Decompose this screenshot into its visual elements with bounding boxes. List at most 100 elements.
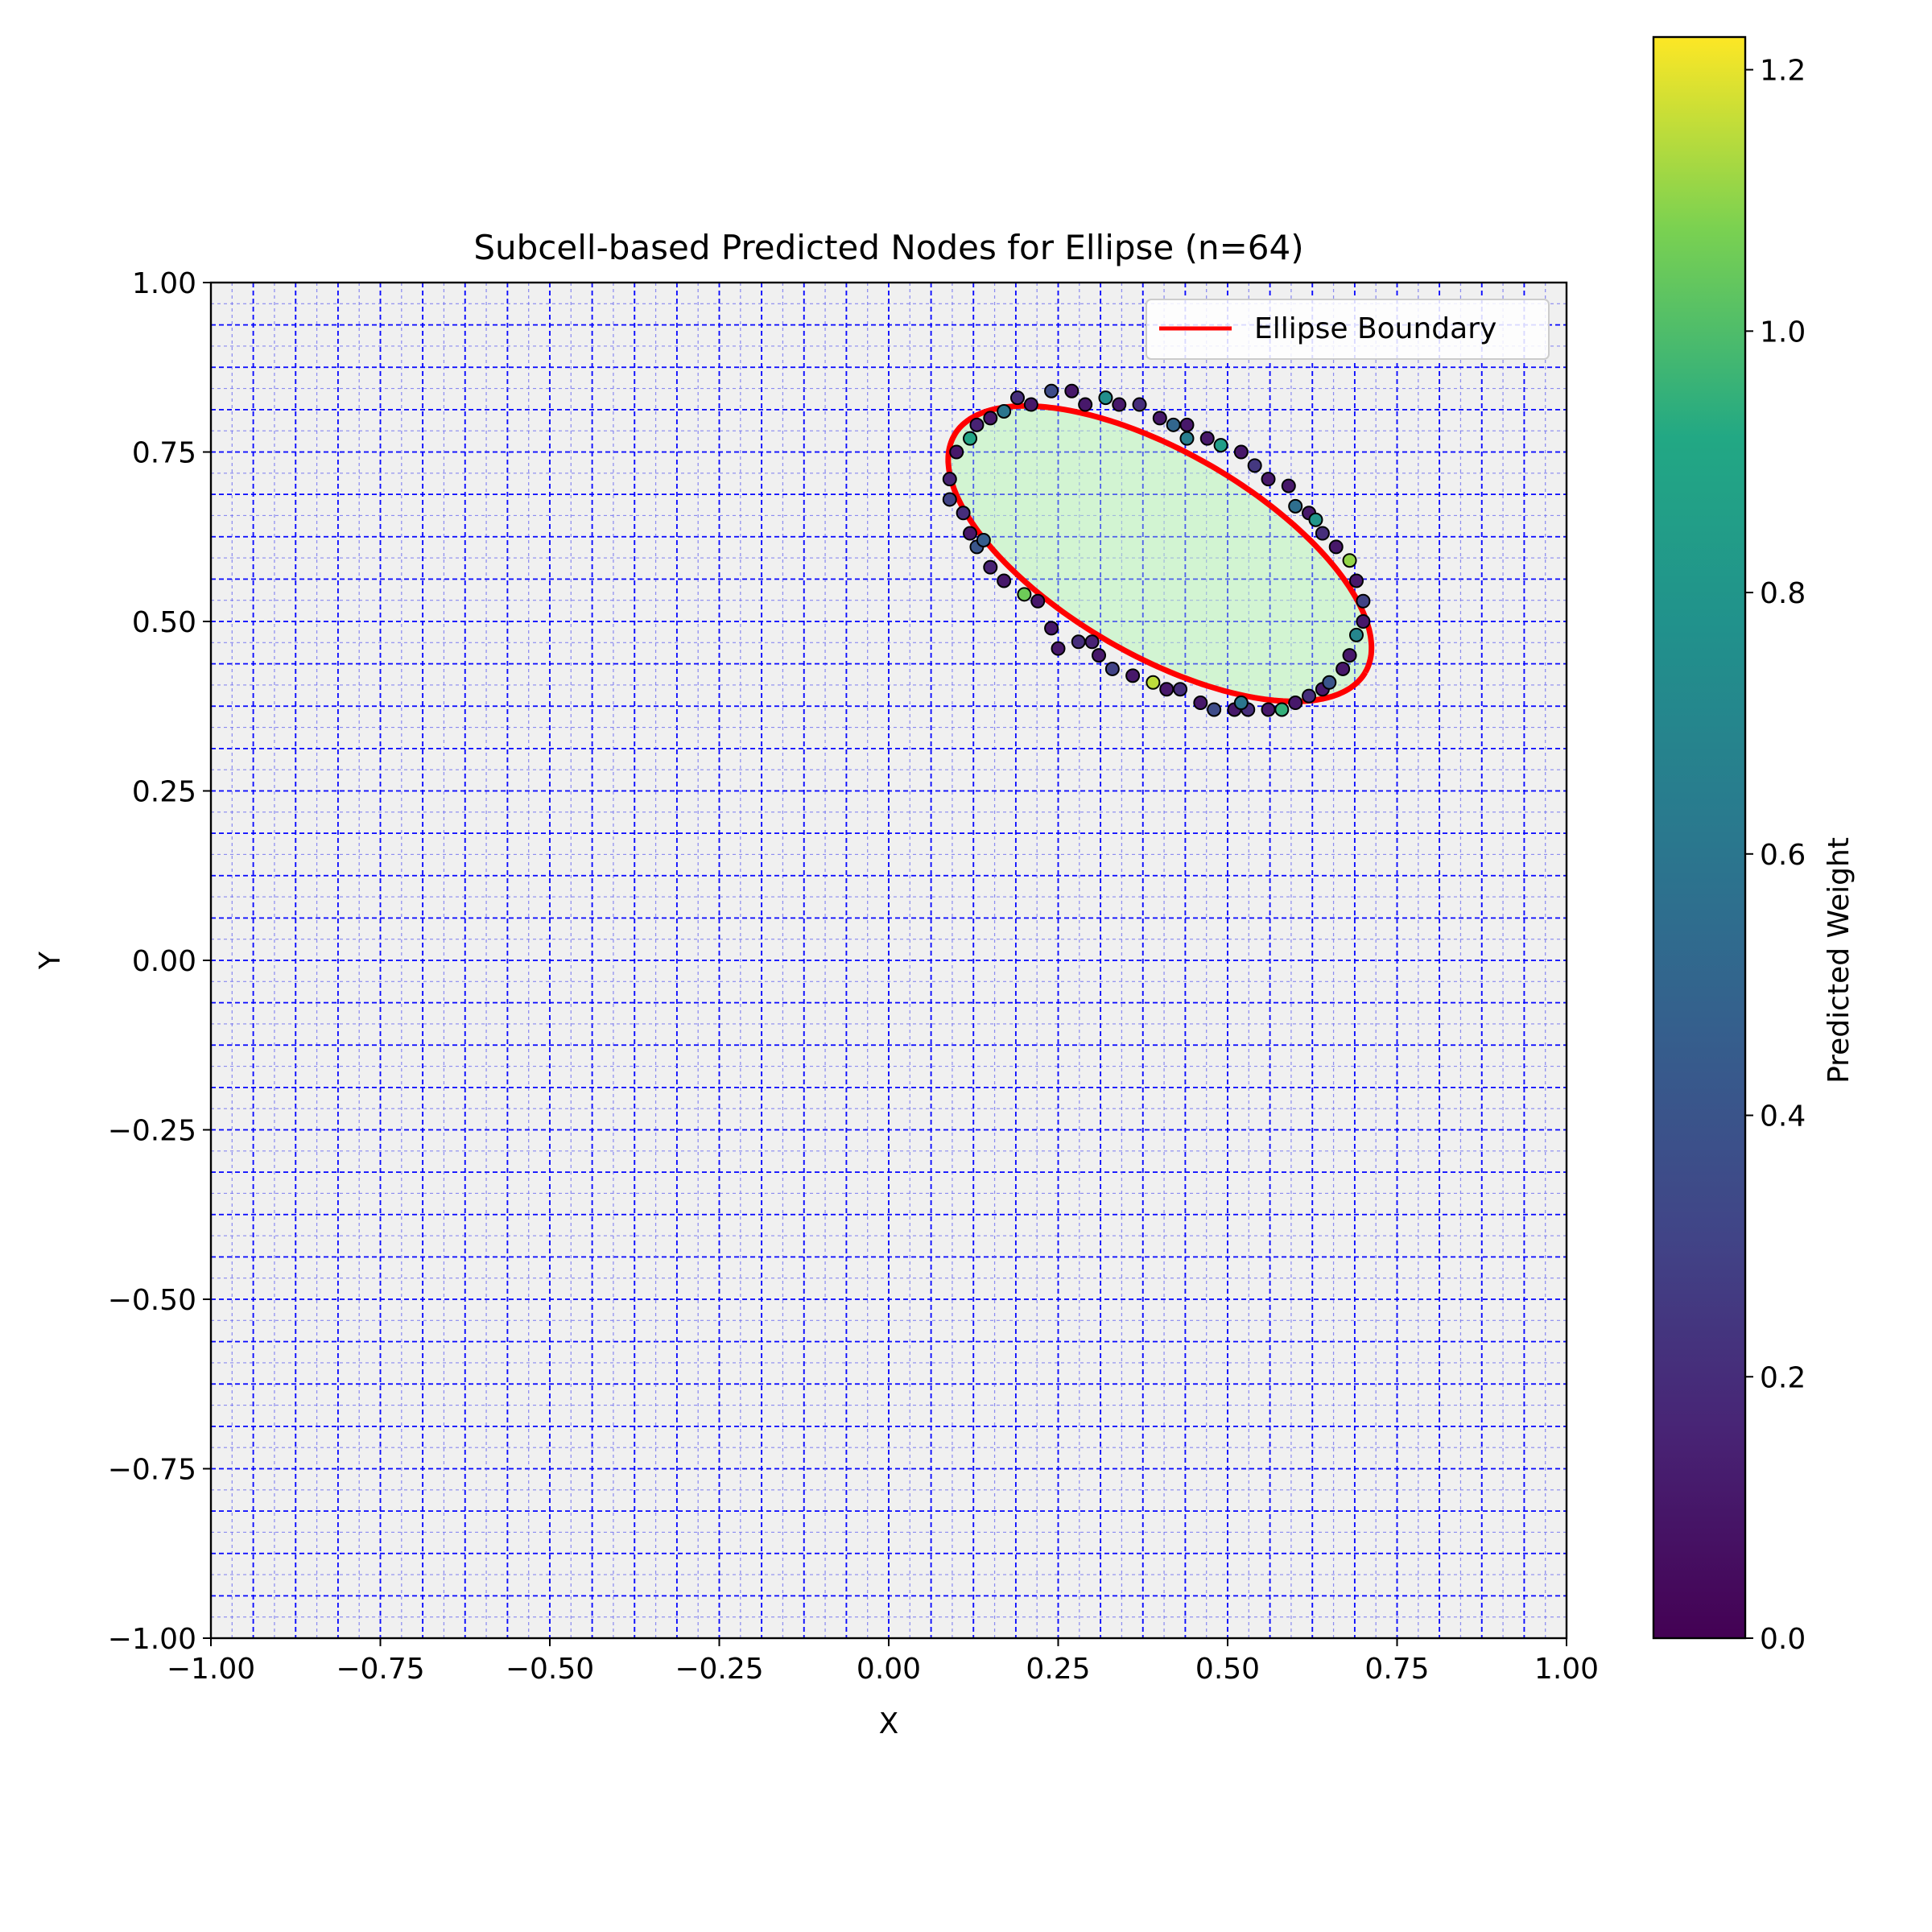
predicted-node	[1207, 702, 1222, 717]
y-tick-label: 0.50	[132, 606, 196, 639]
x-tick-label: 0.50	[1195, 1653, 1260, 1686]
y-tick-label: 0.25	[132, 776, 196, 809]
colorbar-tick-label: 0.8	[1760, 577, 1806, 610]
x-tick-label: −0.50	[506, 1653, 594, 1686]
subcell-grid	[211, 283, 1567, 1638]
x-tick-label: 0.25	[1026, 1653, 1090, 1686]
ellipse-grid-overlay	[211, 283, 1567, 1638]
colorbar-label: Predicted Weight	[1823, 837, 1856, 1084]
predicted-node	[1315, 526, 1330, 541]
colorbar: 0.0 0.2 0.4 0.6 0.8 1.0 1.2 Predicted Weight	[1652, 35, 1856, 1656]
predicted-node	[1017, 587, 1032, 602]
legend: Ellipse Boundary	[1146, 299, 1550, 360]
predicted-node	[949, 444, 964, 460]
predicted-node	[1322, 675, 1337, 690]
predicted-node	[1084, 634, 1100, 650]
predicted-node	[1152, 411, 1167, 426]
predicted-node	[1213, 438, 1228, 453]
predicted-node	[1233, 444, 1249, 460]
predicted-node	[1302, 688, 1317, 704]
predicted-node	[1274, 702, 1290, 717]
x-tick-label: 0.00	[857, 1653, 921, 1686]
colorbar-tick-label: 1.2	[1760, 55, 1806, 88]
ellipse-layer	[211, 283, 1567, 1638]
colorbar-tick-label: 0.2	[1760, 1361, 1806, 1394]
predicted-node	[983, 559, 998, 575]
predicted-node	[1030, 593, 1046, 609]
predicted-node	[1166, 417, 1181, 432]
predicted-node	[1288, 696, 1303, 711]
predicted-node	[1044, 621, 1059, 636]
predicted-node	[1281, 478, 1296, 493]
predicted-node	[963, 431, 978, 446]
colorbar-tick-label: 0.4	[1760, 1100, 1806, 1133]
predicted-node	[942, 492, 957, 507]
predicted-node	[942, 472, 957, 487]
predicted-node	[1261, 472, 1276, 487]
ellipse-boundary	[945, 402, 1375, 704]
predicted-node	[1348, 627, 1364, 642]
x-axis-label: X	[879, 1707, 899, 1740]
y-tick-label: −0.75	[108, 1454, 196, 1487]
colorbar-ticks: 0.0 0.2 0.4 0.6 0.8 1.0 1.2	[1745, 55, 1806, 1656]
predicted-node	[963, 526, 978, 541]
plot-area	[209, 281, 1568, 1640]
colorbar-gradient	[1653, 37, 1745, 1638]
colorbar-tick-label: 0.0	[1760, 1623, 1806, 1656]
x-tick-label: −0.75	[336, 1653, 424, 1686]
predicted-node	[1104, 661, 1120, 676]
predicted-node	[1247, 458, 1262, 473]
predicted-node	[1193, 696, 1208, 711]
x-axis-ticks: −1.00 −0.75 −0.50 −0.25 0.00 0.25 0.50 0.75 1.00	[167, 1638, 1599, 1686]
predicted-node	[1078, 397, 1093, 412]
predicted-node	[997, 573, 1012, 588]
colorbar-tick-label: 0.6	[1760, 839, 1806, 872]
predicted-node	[1044, 383, 1059, 398]
predicted-node	[1009, 390, 1025, 406]
colorbar-tick-label: 1.0	[1760, 316, 1806, 349]
x-tick-label: −0.25	[675, 1653, 763, 1686]
predicted-node	[1342, 648, 1357, 663]
predicted-node	[1308, 512, 1323, 527]
predicted-node	[1112, 397, 1127, 412]
predicted-node	[1179, 431, 1195, 446]
predicted-node	[1342, 553, 1357, 568]
predicted-node	[997, 403, 1012, 419]
predicted-node	[1199, 431, 1215, 446]
predicted-node	[1328, 539, 1344, 555]
predicted-node	[1092, 648, 1107, 663]
predicted-node	[983, 411, 998, 426]
colorbar-frame	[1652, 35, 1747, 1640]
predicted-node	[1146, 675, 1161, 690]
predicted-node	[969, 417, 985, 432]
y-tick-label: 1.00	[132, 267, 196, 300]
predicted-node	[1125, 668, 1141, 683]
ellipse-interior-fill	[947, 406, 1372, 702]
chart-title: Subcell-based Predicted Nodes for Ellips…	[473, 228, 1303, 267]
y-axis-ticks: −1.00 −0.75 −0.50 −0.25 0.00 0.25 0.50 0.75 1.00	[108, 267, 211, 1656]
predicted-node	[1179, 417, 1195, 432]
y-tick-label: 0.75	[132, 437, 196, 470]
predicted-node	[1288, 498, 1303, 514]
predicted-node	[1159, 682, 1174, 697]
predicted-nodes	[942, 383, 1371, 717]
x-tick-label: −1.00	[167, 1653, 255, 1686]
x-tick-label: 1.00	[1534, 1653, 1599, 1686]
legend-label-ellipse-boundary: Ellipse Boundary	[1254, 312, 1496, 345]
y-tick-label: −1.00	[108, 1623, 196, 1656]
predicted-node	[1173, 682, 1188, 697]
predicted-node	[1356, 593, 1371, 609]
predicted-node	[976, 532, 991, 547]
predicted-node	[956, 506, 971, 521]
predicted-node	[1356, 614, 1371, 629]
predicted-node	[1348, 573, 1364, 588]
predicted-node	[1098, 390, 1113, 406]
y-tick-label: 0.00	[132, 945, 196, 978]
predicted-node	[1023, 397, 1038, 412]
y-tick-label: −0.50	[108, 1284, 196, 1317]
predicted-node	[1233, 696, 1249, 711]
legend-box	[1146, 299, 1550, 360]
y-axis-label: Y	[34, 951, 67, 970]
predicted-node	[1071, 634, 1086, 650]
